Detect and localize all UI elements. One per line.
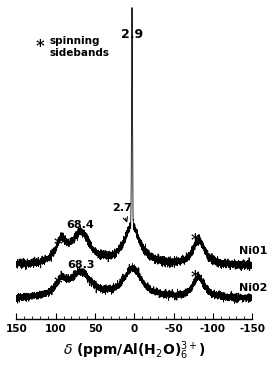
- Text: *: *: [36, 38, 44, 55]
- Text: 68.4: 68.4: [67, 220, 95, 230]
- Text: Ni01: Ni01: [239, 246, 267, 256]
- Text: Ni02: Ni02: [239, 283, 267, 293]
- X-axis label: $\delta$ (ppm/Al(H$_2$O)$_6^{3+}$): $\delta$ (ppm/Al(H$_2$O)$_6^{3+}$): [63, 340, 206, 362]
- Text: 68.3: 68.3: [67, 260, 94, 270]
- Text: *: *: [54, 275, 62, 292]
- Text: 2.9: 2.9: [121, 28, 143, 40]
- Text: *: *: [190, 269, 199, 286]
- Text: 2.7: 2.7: [112, 203, 132, 222]
- Text: *: *: [54, 236, 62, 252]
- Text: spinning
sidebands: spinning sidebands: [49, 36, 109, 58]
- Text: *: *: [190, 233, 199, 250]
